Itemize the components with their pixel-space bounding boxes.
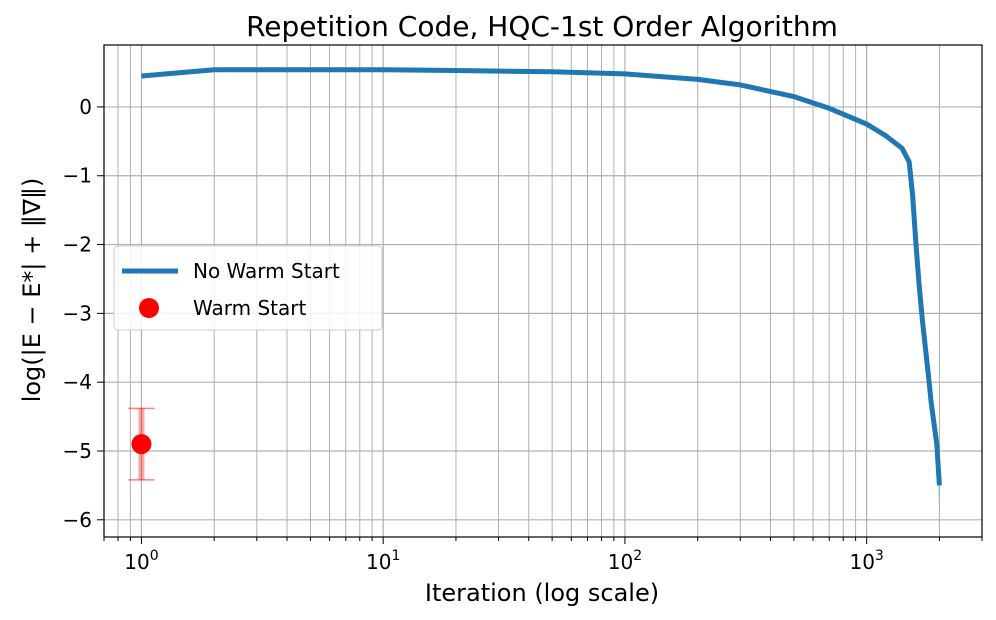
chart-title: Repetition Code, HQC-1st Order Algorithm xyxy=(246,10,838,43)
y-tick-label: −2 xyxy=(63,233,92,257)
legend-label-no-warm-start: No Warm Start xyxy=(193,259,340,283)
x-tick-label: 100 xyxy=(124,548,158,574)
x-tick-base: 10 xyxy=(608,550,633,574)
x-tick-exponent: 0 xyxy=(150,548,159,564)
y-axis-label: log(|E − E*| + ‖∇‖) xyxy=(18,178,46,403)
y-tick-label: −4 xyxy=(63,370,92,394)
x-tick-base: 10 xyxy=(124,550,149,574)
plot-frame xyxy=(103,44,983,538)
x-tick-label: 101 xyxy=(366,548,400,574)
legend-box xyxy=(113,245,383,331)
x-tick-exponent: 2 xyxy=(633,548,642,564)
x-tick-base: 10 xyxy=(849,550,874,574)
x-tick-label: 102 xyxy=(608,548,642,574)
x-axis-ticks: 100 101 102 103 xyxy=(124,548,884,574)
no-warm-start-line xyxy=(141,67,942,486)
y-axis-ticks: 0 −1 −2 −3 −4 −5 −6 xyxy=(63,95,92,532)
x-tick-exponent: 3 xyxy=(875,548,884,564)
legend-point-swatch xyxy=(139,298,159,318)
y-tick-label: −5 xyxy=(63,439,92,463)
warm-start-point xyxy=(131,434,152,455)
y-tick-label: −1 xyxy=(63,164,92,188)
x-tick-label: 103 xyxy=(849,548,883,574)
legend: No Warm Start Warm Start xyxy=(113,245,383,331)
x-tick-exponent: 1 xyxy=(391,548,400,564)
legend-label-warm-start: Warm Start xyxy=(193,296,306,320)
y-tick-label: −6 xyxy=(63,508,92,532)
y-tick-label: 0 xyxy=(79,95,92,119)
x-axis-label: Iteration (log scale) xyxy=(425,579,659,607)
x-tick-base: 10 xyxy=(366,550,391,574)
y-tick-label: −3 xyxy=(63,301,92,325)
series-layer xyxy=(128,67,942,517)
